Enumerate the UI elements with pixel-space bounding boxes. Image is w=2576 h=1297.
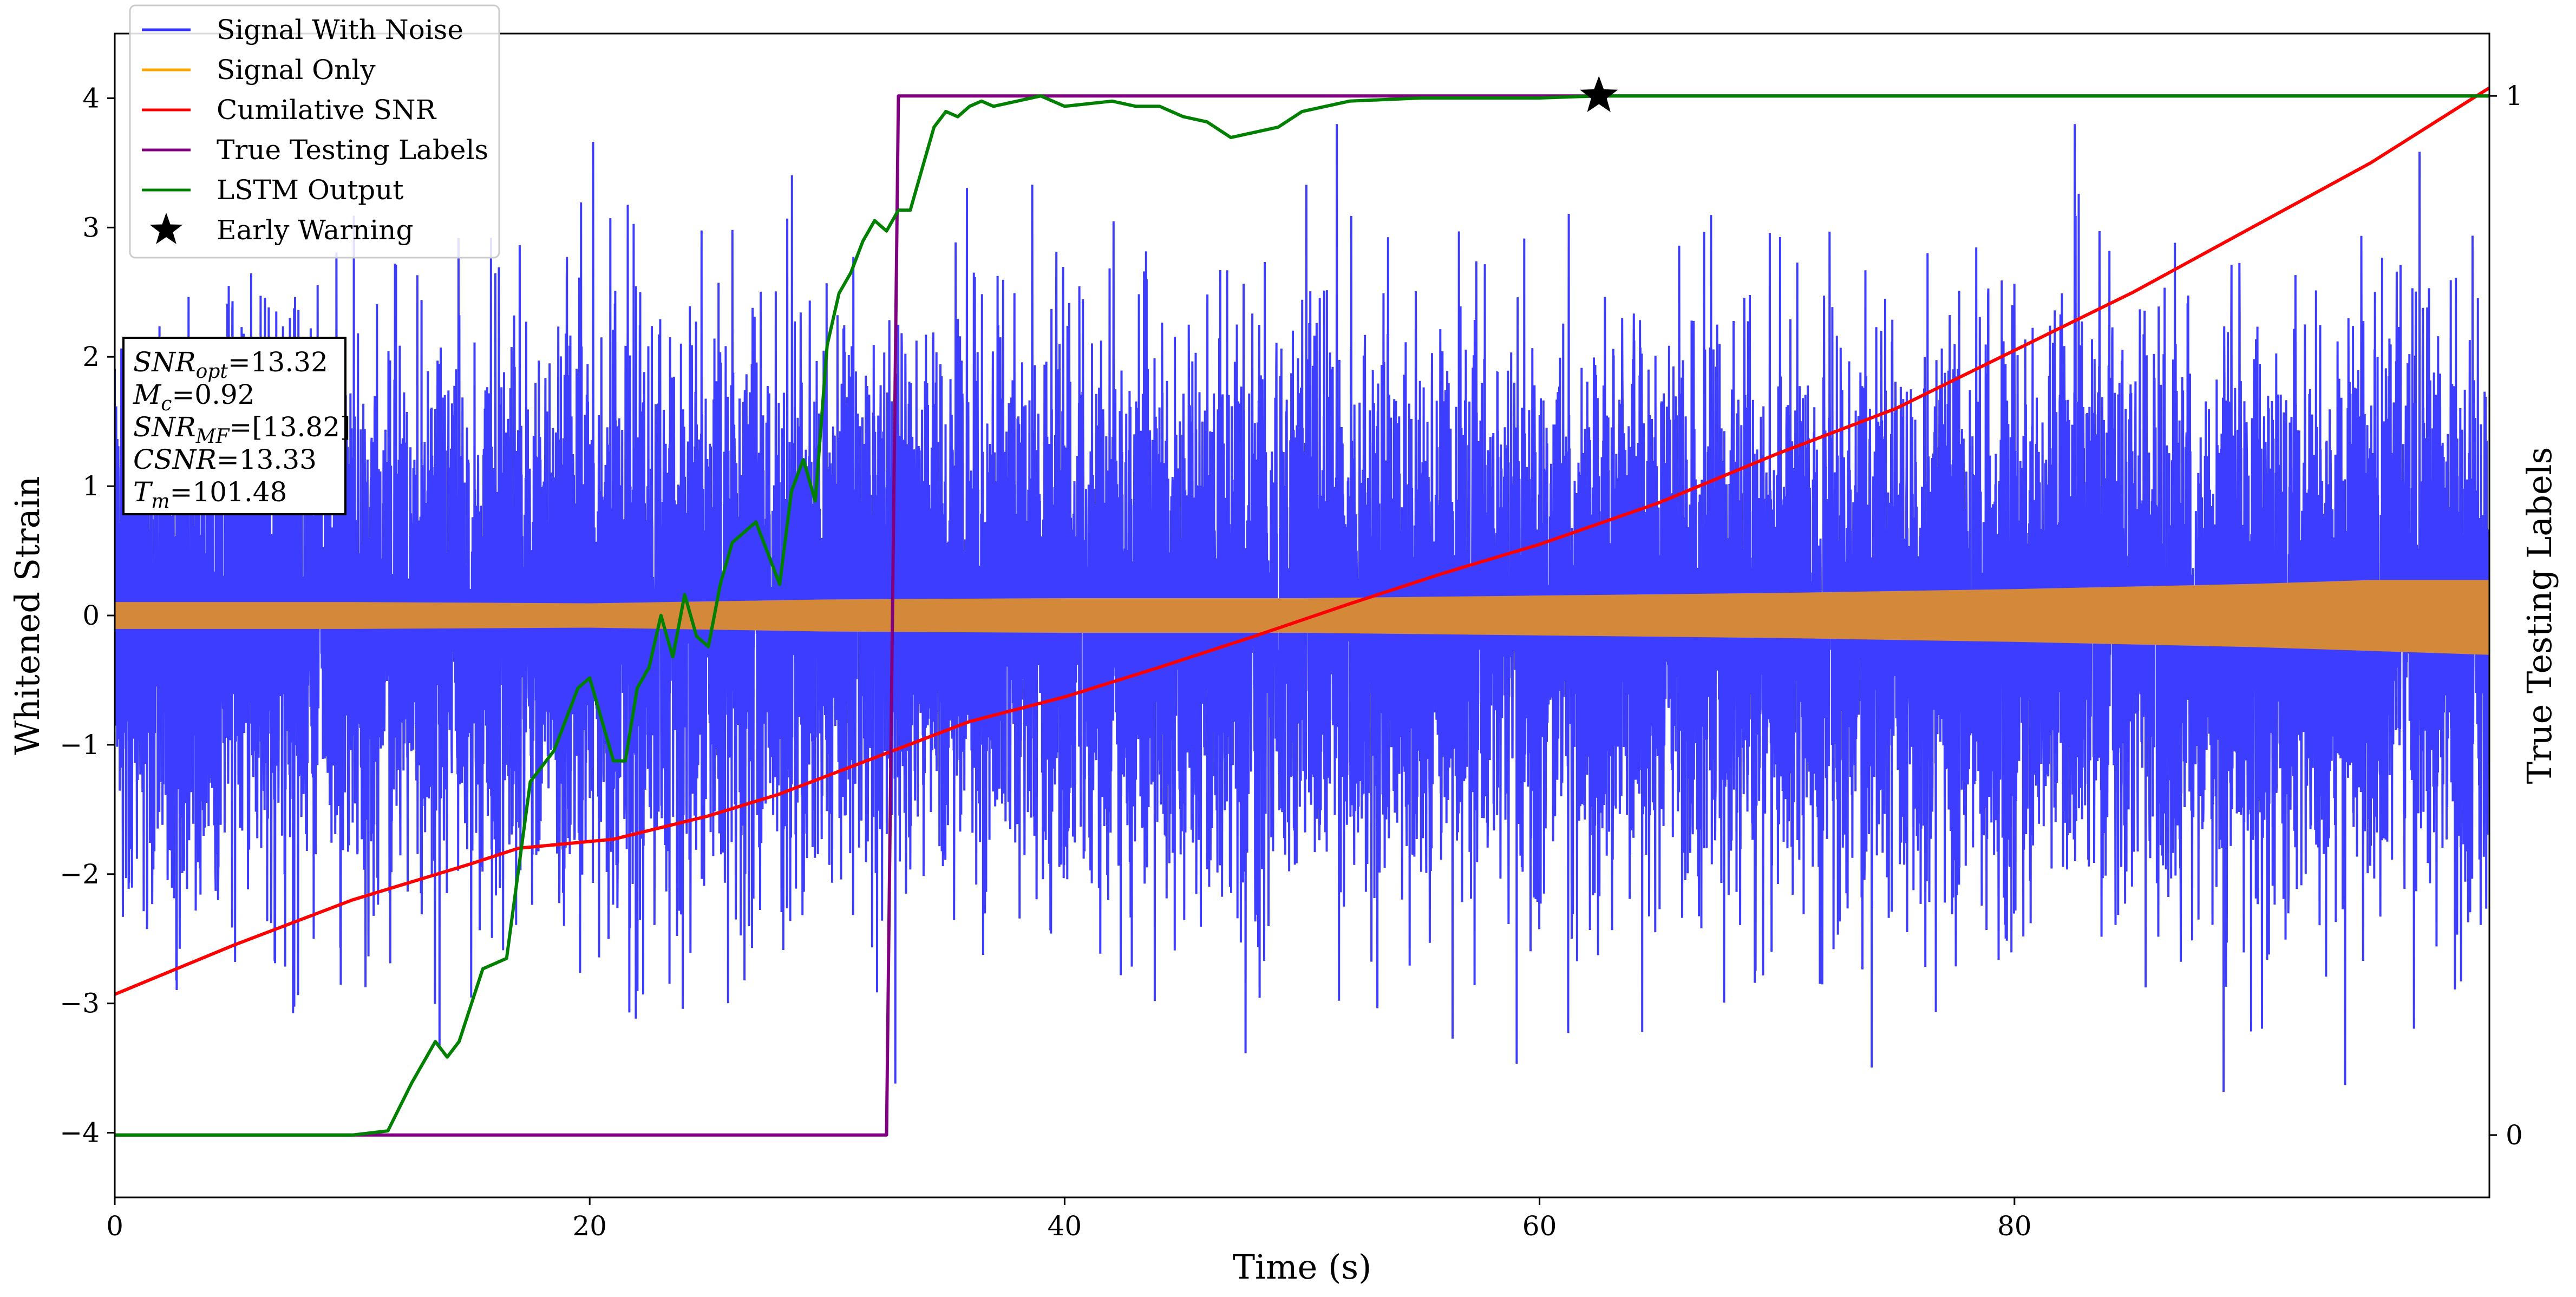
y-tick-label: 4 [82,82,100,114]
legend: Signal With Noise Signal Only Cumilative S… [129,4,500,259]
plot-area [115,76,2489,1137]
x-tick-label: 20 [572,1210,607,1242]
info-line-m-c: Mc=0.92 [133,379,255,415]
x-tick-label: 60 [1522,1210,1557,1242]
info-box-frame [122,337,346,515]
signal-only-band [115,580,2489,655]
info-line-snr-opt: SNRopt=13.32 [133,346,328,383]
y-axis-label: Whitened Strain [8,476,47,755]
legend-early-warning-marker [149,213,183,244]
y-tick-label: 1 [82,470,100,502]
legend-early-warning-label: Early Warning [217,214,414,246]
info-line-t-m: Tm=101.48 [133,476,287,513]
cumulative-snr-line [115,86,2489,996]
y-tick-label: −1 [60,729,100,761]
x-tick-label: 0 [106,1210,123,1242]
y2-axis-label: True Testing Labels [2520,447,2559,784]
y-tick-label: 3 [82,212,100,243]
info-line-snr-mf: SNRMF=[13.82] [133,411,351,448]
y2-tick-label: 0 [2506,1119,2523,1151]
legend-cumilative-snr-label: Cumilative SNR [217,94,436,126]
x-axis-label: Time (s) [1233,1247,1372,1287]
legend-box [129,4,500,259]
legend-signal-only-label: Signal Only [217,54,376,86]
y-tick-label: −2 [60,859,100,890]
x-tick-label: 80 [1997,1210,2032,1242]
x-tick-label: 40 [1048,1210,1082,1242]
y-tick-label: −4 [60,1117,100,1149]
info-line-csnr: CSNR=13.33 [133,444,317,475]
y-tick-label: 2 [82,341,100,372]
legend-lstm-output-label: LSTM Output [217,174,403,206]
y-tick-label: 0 [82,600,100,631]
legend-signal-with-noise-label: Signal With Noise [217,14,463,45]
legend-true-testing-labels-label: True Testing Labels [217,134,488,166]
info-box: SNRopt=13.32Mc=0.92SNRMF=[13.82]CSNR=13.… [122,337,351,515]
early-warning-star-marker [1580,76,1618,113]
y2-tick-label: 1 [2506,80,2523,112]
y-tick-label: −3 [60,988,100,1019]
signal-with-noise-line [115,124,2489,1092]
lstm-output-line [115,94,2489,1137]
